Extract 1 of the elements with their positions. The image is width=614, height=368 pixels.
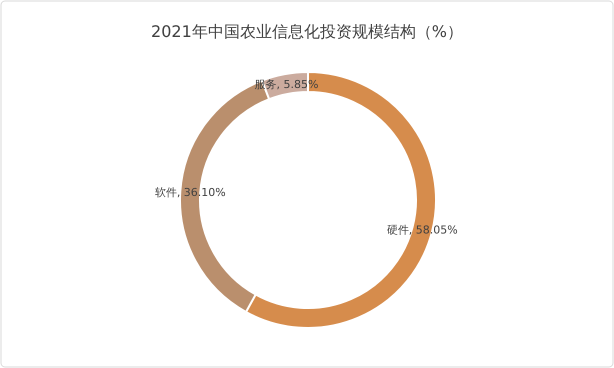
chart-title: 2021年中国农业信息化投资规模结构（%） — [151, 22, 463, 41]
